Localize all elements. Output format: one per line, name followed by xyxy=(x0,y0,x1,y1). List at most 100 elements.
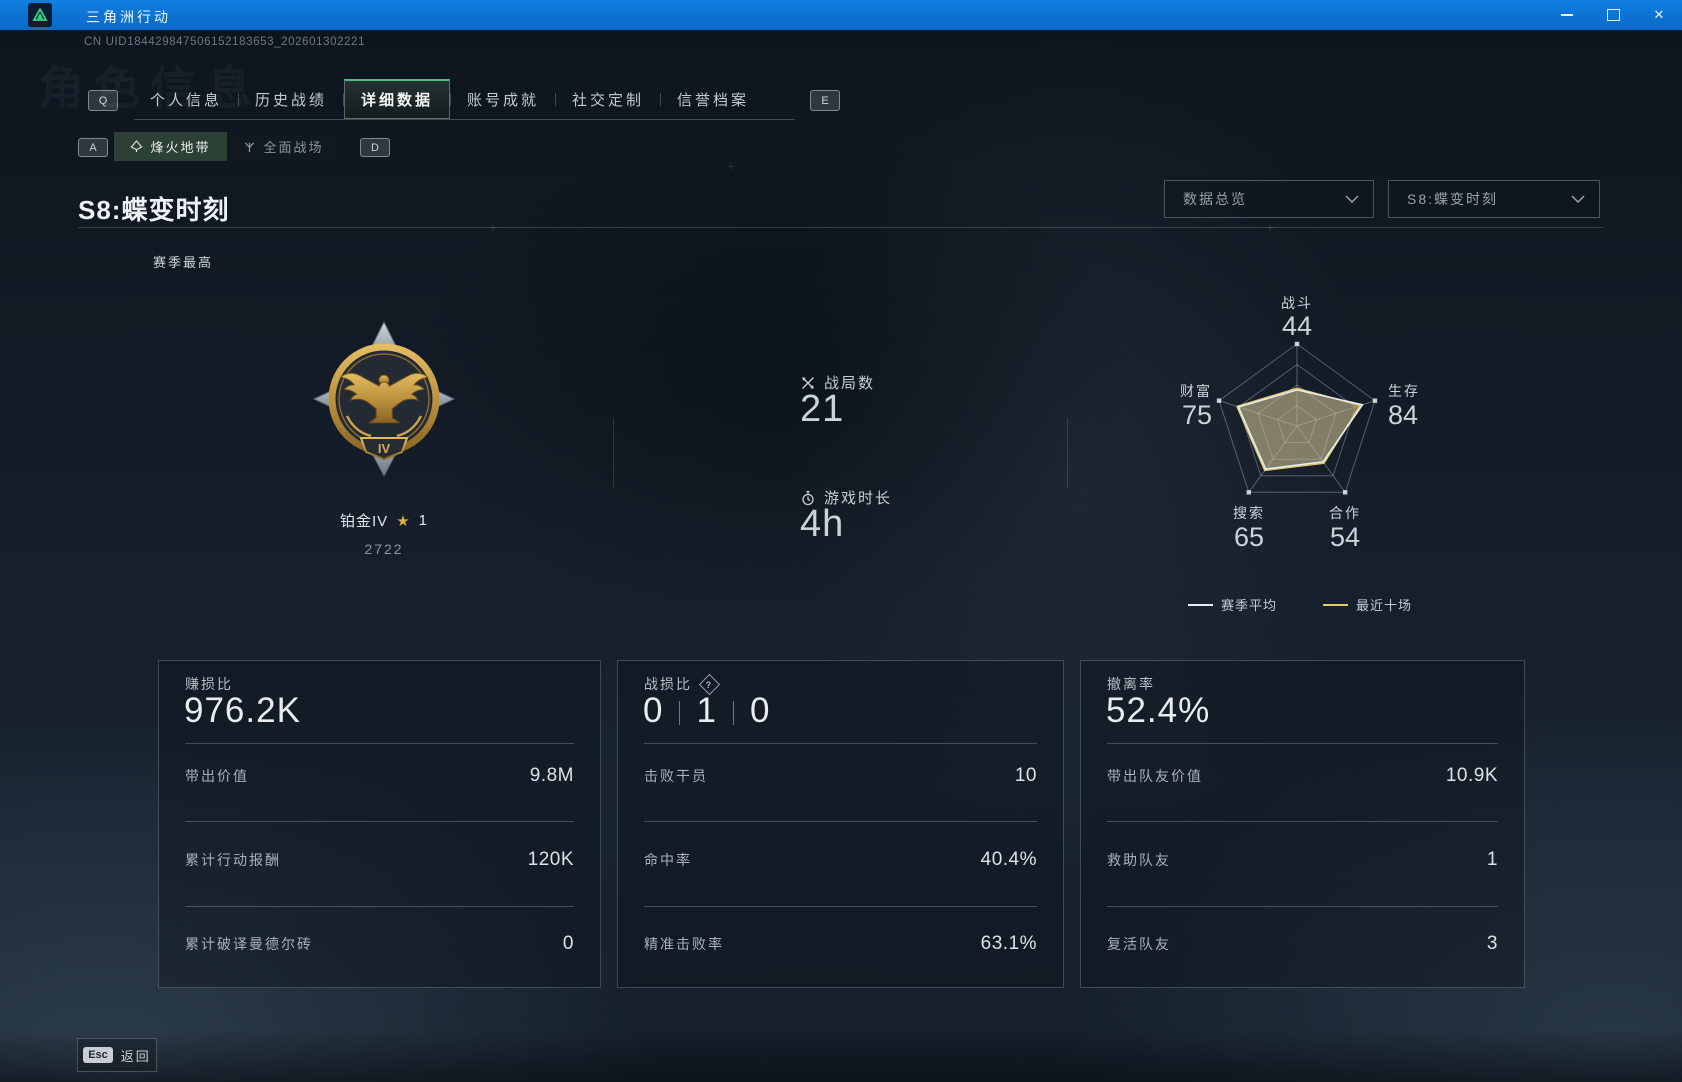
legend-line-white xyxy=(1188,603,1213,606)
stopwatch-icon xyxy=(802,490,814,505)
tab-personal-info[interactable]: 个人信息 xyxy=(149,91,222,109)
card-row: 救助队友 1 xyxy=(1107,849,1498,871)
decorative-cross: + xyxy=(1266,219,1275,235)
tab-underline xyxy=(134,119,795,120)
card-divider xyxy=(1107,821,1498,822)
hazard-zone-icon xyxy=(131,140,143,153)
dropdown-value: S8:蝶变时刻 xyxy=(1407,191,1499,207)
extraction-card: 撤离率 52.4% 带出队友价值 10.9K 救助队友 1 复活队友 3 xyxy=(1080,660,1525,988)
subtab-hazard-zone[interactable]: 烽火地带 xyxy=(114,132,227,161)
decorative-cross: + xyxy=(727,158,736,174)
row-value: 63.1% xyxy=(980,933,1037,954)
card-divider xyxy=(644,743,1037,744)
card-row: 击败干员 10 xyxy=(644,765,1037,787)
row-value: 10 xyxy=(1014,765,1037,786)
kda-separator xyxy=(732,700,734,725)
profit-card: 赚损比 976.2K 带出价值 9.8M 累计行动报酬 120K 累计破译曼德尔… xyxy=(158,660,601,988)
row-value: 0 xyxy=(562,933,574,954)
extraction-rate-value: 52.4% xyxy=(1106,691,1211,730)
back-button[interactable]: Esc 返回 xyxy=(77,1038,157,1072)
mode-tab-bar: 烽火地带 全面战场 xyxy=(114,132,340,161)
battles-value: 21 xyxy=(800,388,845,430)
tab-reputation[interactable]: 信誉档案 xyxy=(676,91,749,109)
card-divider xyxy=(185,821,574,822)
crossed-swords-icon xyxy=(802,376,814,389)
tab-history[interactable]: 历史战绩 xyxy=(254,91,327,109)
help-glyph: ? xyxy=(705,679,714,689)
combat-card: 战损比 ? 0 1 0 击败干员 10 命中率 40.4% 精准击败率 63.1… xyxy=(617,660,1064,988)
kda-separator xyxy=(679,700,681,725)
tab-social[interactable]: 社交定制 xyxy=(571,91,644,109)
card-title: 赚损比 xyxy=(185,676,233,692)
subtab-label: 全面战场 xyxy=(263,140,324,155)
window-controls: ✕ xyxy=(1544,0,1682,30)
playtime-value: 4h xyxy=(800,503,845,545)
tab-detailed-data[interactable]: 详细数据 xyxy=(344,79,450,119)
card-row: 带出队友价值 10.9K xyxy=(1107,765,1498,787)
radar-axis-combat: 战斗 xyxy=(1281,295,1313,311)
radar-axis-search: 搜索 xyxy=(1233,505,1265,521)
radar-value-search: 65 xyxy=(1233,522,1265,552)
row-label: 复活队友 xyxy=(1107,936,1171,952)
radar-value-coop: 54 xyxy=(1329,522,1361,552)
season-title: S8:蝶变时刻 xyxy=(78,195,230,225)
card-row: 累计行动报酬 120K xyxy=(185,849,574,871)
card-divider xyxy=(1107,743,1498,744)
section-divider xyxy=(613,418,614,488)
card-divider xyxy=(644,821,1037,822)
season-select-dropdown[interactable]: S8:蝶变时刻 xyxy=(1388,180,1600,218)
section-divider xyxy=(1067,418,1068,488)
decorative-cross: + xyxy=(489,219,498,235)
chevron-down-icon xyxy=(1345,195,1359,203)
row-label: 救助队友 xyxy=(1107,852,1171,868)
minimize-icon xyxy=(1561,14,1573,16)
row-value: 1 xyxy=(1486,849,1498,870)
radar-chart xyxy=(1216,341,1378,495)
row-label: 累计破译曼德尔砖 xyxy=(185,936,313,952)
close-button[interactable]: ✕ xyxy=(1653,7,1665,22)
legend-season-average: 赛季平均 xyxy=(1188,595,1277,614)
rank-name-line: 铂金IV ★ 1 xyxy=(284,510,484,531)
main-tab-bar: 个人信息 历史战绩 详细数据 账号成就 社交定制 信誉档案 xyxy=(134,79,765,119)
rank-score: 2722 xyxy=(364,541,404,557)
row-label: 带出价值 xyxy=(185,768,249,784)
card-title: 撤离率 xyxy=(1107,676,1155,692)
row-label: 击败干员 xyxy=(644,768,708,784)
app-logo-icon xyxy=(28,3,52,27)
tab-divider xyxy=(450,92,451,106)
card-row: 累计破译曼德尔砖 0 xyxy=(185,933,574,955)
dropdown-value: 数据总览 xyxy=(1183,191,1247,207)
row-value: 9.8M xyxy=(529,765,574,786)
rank-star-count: 1 xyxy=(418,512,428,529)
maximize-button[interactable] xyxy=(1590,0,1636,30)
tab-achievements[interactable]: 账号成就 xyxy=(466,91,539,109)
legend-recent-ten: 最近十场 xyxy=(1323,595,1412,614)
card-divider xyxy=(185,906,574,907)
radar-value-wealth: 75 xyxy=(1181,400,1212,430)
background-watermark: 角色信息 xyxy=(38,62,262,114)
card-row: 带出价值 9.8M xyxy=(185,765,574,787)
keycap-e: E xyxy=(810,90,840,111)
kda-value: 0 1 0 xyxy=(643,691,770,731)
radar-axis-survival: 生存 xyxy=(1388,383,1420,399)
profit-ratio-value: 976.2K xyxy=(184,691,301,730)
card-divider xyxy=(185,743,574,744)
maximize-icon xyxy=(1606,9,1620,21)
back-label: 返回 xyxy=(120,1048,151,1064)
title-bar: 三角洲行动 ✕ xyxy=(0,0,1682,30)
data-overview-dropdown[interactable]: 数据总览 xyxy=(1164,180,1374,218)
card-row: 复活队友 3 xyxy=(1107,933,1498,955)
row-label: 命中率 xyxy=(644,852,692,868)
minimize-button[interactable] xyxy=(1544,0,1590,30)
tab-divider xyxy=(238,92,239,106)
subtab-warfare[interactable]: 全面战场 xyxy=(227,132,340,161)
star-icon: ★ xyxy=(396,512,411,530)
card-divider xyxy=(644,906,1037,907)
row-value: 120K xyxy=(527,849,574,870)
radar-value-combat: 44 xyxy=(1281,311,1313,341)
radar-value-survival: 84 xyxy=(1388,400,1419,430)
card-row: 精准击败率 63.1% xyxy=(644,933,1037,955)
card-title-text: 战损比 xyxy=(644,676,692,692)
keycap-a: A xyxy=(78,138,108,157)
card-row: 命中率 40.4% xyxy=(644,849,1037,871)
